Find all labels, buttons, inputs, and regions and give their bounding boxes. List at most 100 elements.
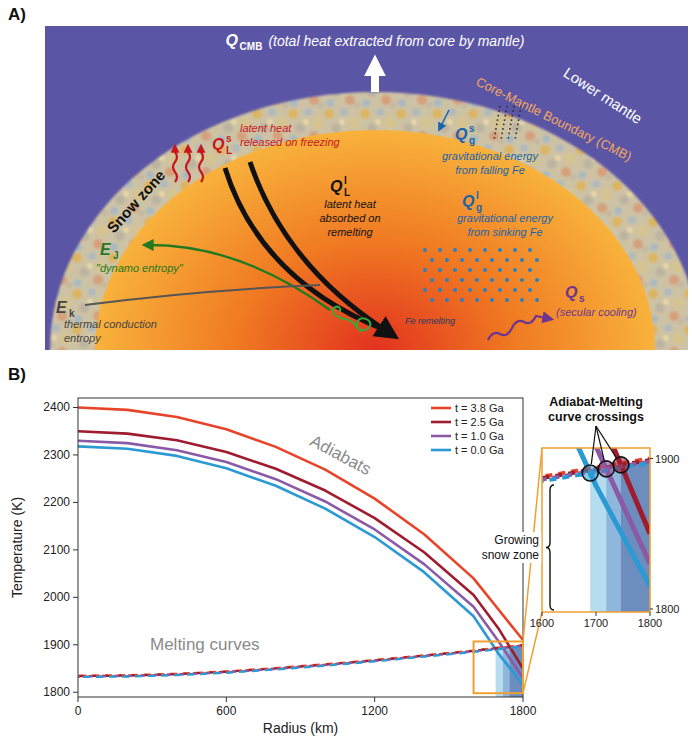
fe-dot — [468, 268, 472, 272]
fe-dot — [460, 278, 464, 282]
annotation: Melting curves — [150, 635, 260, 654]
dynamo-arrow — [150, 245, 330, 310]
fall-arrow — [441, 110, 449, 126]
x-tick-label: 1200 — [361, 704, 388, 718]
plot-area — [78, 398, 523, 697]
term-text: remelting — [327, 226, 373, 238]
fe-dot — [453, 268, 457, 272]
fe-dot — [438, 248, 442, 252]
fe-dot — [505, 258, 509, 262]
inset-x-tick — [650, 612, 651, 616]
term-symbol: E — [100, 241, 112, 258]
conduction-line — [85, 285, 320, 305]
y-tick — [73, 692, 78, 693]
term-subscript: L — [344, 187, 350, 198]
figure: A) QCMB(total heat extracted from core by… — [0, 0, 692, 740]
term-superscript: l — [344, 175, 347, 186]
snow-zone-label-line: snow zone — [482, 548, 540, 562]
fe-dot — [430, 278, 434, 282]
term-symbol: Q — [330, 178, 343, 195]
term-text: gravitational energy — [442, 150, 540, 162]
y-axis-title: Temperature (K) — [9, 497, 25, 598]
adiabat — [78, 431, 523, 668]
pointer-line — [596, 426, 604, 460]
fe-dot — [423, 248, 427, 252]
legend-label: t = 2.5 Ga — [455, 416, 504, 428]
fe-dot — [460, 298, 464, 302]
plot-frame — [78, 398, 523, 697]
remelt-arrow — [250, 162, 385, 330]
fe-dot — [498, 248, 502, 252]
melting-curve — [542, 460, 650, 558]
term-subscript: g — [469, 135, 475, 146]
term-text: latent heat — [240, 122, 292, 134]
melting-curve — [78, 646, 523, 677]
symbol: Q — [226, 32, 239, 49]
fe-dot — [460, 258, 464, 262]
heat-flux-label: QCMB(total heat extracted from core by m… — [226, 32, 525, 52]
term-subscript: s — [579, 293, 585, 304]
fe-dot — [513, 288, 517, 292]
term-subscript: J — [113, 250, 119, 261]
y-tick — [73, 549, 78, 550]
legend-swatch — [431, 421, 451, 424]
fe-dot — [453, 288, 457, 292]
term-superscript: s — [226, 133, 232, 144]
legend-swatch — [431, 449, 451, 452]
fe-dot — [475, 258, 479, 262]
term-symbol: Q — [212, 136, 225, 153]
adiabat — [78, 407, 523, 640]
fe-dot — [490, 258, 494, 262]
fe-dot — [520, 258, 524, 262]
fe-dot — [453, 248, 457, 252]
term-text: (secular cooling) — [556, 306, 637, 318]
x-tick-label: 1800 — [510, 704, 537, 718]
term-superscript: l — [476, 190, 479, 201]
term-text: "dynamo entropy" — [96, 262, 184, 274]
fe-dot — [513, 268, 517, 272]
term-symbol: Q — [462, 193, 475, 210]
x-tick — [226, 697, 227, 702]
crossing — [582, 465, 598, 481]
fe-dot — [475, 298, 479, 302]
fe-label: Fe remelting — [405, 316, 455, 326]
legend-label: t = 1.0 Ga — [455, 430, 504, 442]
y-tick-label: 2200 — [43, 495, 70, 509]
inset-title-line: curve crossings — [548, 410, 644, 424]
y-tick-label: 1900 — [43, 638, 70, 652]
fe-dot — [475, 278, 479, 282]
fe-dot — [438, 288, 442, 292]
legend-label: t = 3.8 Ga — [455, 402, 504, 414]
x-tick-label: 600 — [216, 704, 236, 718]
fe-dot — [490, 278, 494, 282]
heat-arrow — [371, 72, 379, 92]
x-tick — [523, 697, 524, 702]
zoom-box — [474, 641, 523, 693]
fe-dot — [483, 268, 487, 272]
inset-x-tick-label: 1700 — [584, 617, 608, 629]
snow-zone-label: Growingsnow zone — [482, 533, 540, 562]
panel-label: A) — [8, 5, 26, 24]
fe-dot — [520, 278, 524, 282]
y-tick-label: 2000 — [43, 590, 70, 604]
annotation: Adiabats — [307, 431, 374, 479]
x-axis-title: Radius (km) — [263, 720, 338, 736]
adiabat — [542, 448, 650, 586]
y-tick — [73, 454, 78, 455]
melting-curve — [78, 645, 523, 676]
inset-x-tick — [542, 612, 543, 616]
freeze-arrow — [186, 150, 190, 182]
pointer-line — [596, 426, 616, 457]
fe-dot — [505, 298, 509, 302]
description: (total heat extracted from core by mantl… — [268, 33, 524, 49]
y-tick-label: 2400 — [43, 400, 70, 414]
x-tick — [78, 697, 79, 702]
y-tick — [73, 502, 78, 503]
falling-fe — [501, 106, 507, 140]
term-text: released on freezing — [240, 136, 341, 148]
falling-fe — [515, 106, 521, 140]
inset-y-tick — [650, 458, 653, 459]
legend-swatch — [431, 407, 451, 410]
fe-dot — [535, 298, 539, 302]
freeze-arrow — [199, 150, 203, 182]
